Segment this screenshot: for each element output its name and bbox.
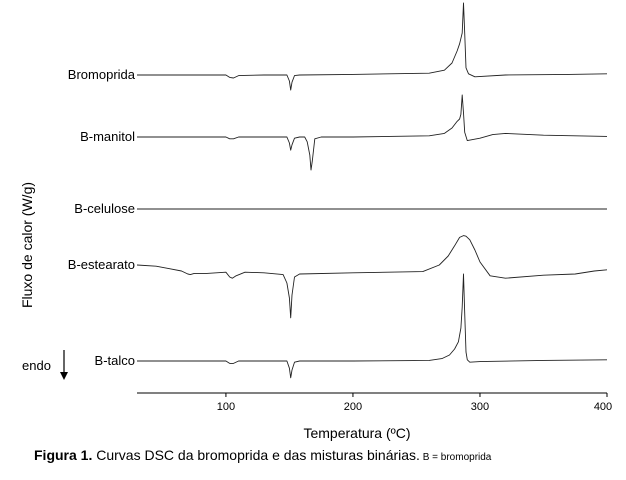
trace-b-talco xyxy=(137,273,608,379)
trace-b-manitol xyxy=(137,94,608,171)
series-traces xyxy=(136,2,608,379)
trace-bromoprida xyxy=(137,2,608,91)
x-tick-label-200: 200 xyxy=(344,401,362,413)
x-tick-label-400: 400 xyxy=(594,401,612,413)
series-label-b-estearato: B-estearato xyxy=(68,257,135,272)
x-axis: 100 200 300 400 xyxy=(137,392,612,413)
trace-b-estearato xyxy=(136,235,608,319)
caption-text: Curvas DSC da bromoprida e das misturas … xyxy=(92,447,420,463)
series-labels: Bromoprida B-manitol B-celulose B-estearato… xyxy=(68,67,136,368)
series-label-b-manitol: B-manitol xyxy=(80,129,135,144)
series-label-b-celulose: B-celulose xyxy=(74,201,135,216)
endo-arrow-icon xyxy=(60,350,68,380)
x-tick-label-100: 100 xyxy=(217,401,235,413)
x-tick-label-300: 300 xyxy=(471,401,489,413)
caption-note: B = bromoprida xyxy=(419,452,492,463)
figure-caption: Figura 1. Curvas DSC da bromoprida e das… xyxy=(34,447,614,463)
y-axis-title: Fluxo de calor (W/g) xyxy=(19,182,35,308)
series-label-bromoprida: Bromoprida xyxy=(68,67,136,82)
caption-prefix: Figura 1. xyxy=(34,447,93,463)
endo-label: endo xyxy=(22,358,51,373)
series-label-b-talco: B-talco xyxy=(95,353,135,368)
x-axis-title: Temperatura (ºC) xyxy=(303,425,410,441)
